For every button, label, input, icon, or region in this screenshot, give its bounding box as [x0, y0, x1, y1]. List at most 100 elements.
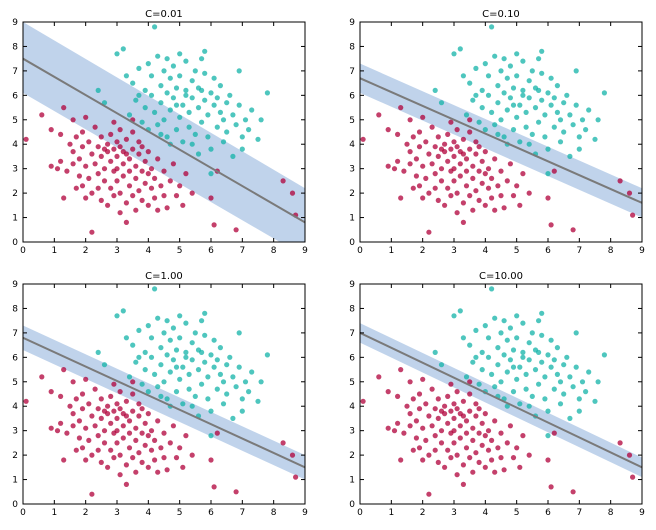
scatter-point-class-1 — [526, 141, 532, 147]
scatter-point-class-0 — [426, 151, 432, 157]
scatter-point-class-1 — [161, 379, 167, 385]
scatter-point-class-0 — [183, 433, 189, 439]
scatter-point-class-0 — [58, 158, 64, 164]
scatter-point-class-0 — [67, 141, 73, 147]
scatter-point-class-1 — [224, 100, 230, 106]
scatter-point-class-1 — [545, 171, 551, 177]
x-tick-label: 4 — [482, 246, 488, 256]
scatter-point-class-0 — [376, 374, 382, 380]
scatter-point-class-0 — [130, 146, 136, 152]
scatter-point-class-0 — [445, 185, 451, 191]
scatter-point-class-0 — [139, 197, 145, 203]
scatter-point-class-0 — [476, 144, 482, 150]
scatter-point-class-0 — [448, 119, 454, 125]
y-tick-label: 9 — [349, 280, 355, 290]
scatter-point-class-1 — [236, 102, 242, 108]
scatter-point-class-0 — [123, 481, 129, 487]
scatter-point-class-1 — [526, 340, 532, 346]
scatter-point-class-0 — [420, 376, 426, 382]
scatter-point-class-1 — [545, 90, 551, 96]
scatter-point-class-1 — [126, 374, 133, 380]
scatter-point-class-0 — [89, 413, 95, 419]
scatter-point-class-1 — [220, 117, 227, 123]
scatter-point-class-0 — [476, 430, 482, 436]
scatter-point-class-0 — [626, 452, 633, 458]
scatter-point-class-1 — [492, 384, 498, 390]
scatter-point-class-1 — [199, 381, 205, 387]
scatter-point-class-1 — [548, 364, 554, 370]
scatter-point-class-0 — [98, 153, 104, 159]
scatter-point-class-1 — [510, 364, 517, 370]
scatter-point-class-0 — [114, 153, 120, 159]
scatter-point-class-1 — [564, 92, 570, 98]
scatter-point-class-1 — [570, 384, 576, 390]
scatter-point-class-0 — [54, 166, 61, 172]
scatter-point-class-0 — [445, 158, 451, 164]
scatter-point-class-0 — [454, 389, 460, 395]
scatter-point-class-1 — [564, 354, 570, 360]
subplot-c-10-00: C=10.00 0 1 2 3 4 5 6 7 8 9 0 1 2 3 4 5 6 7 8 9 — [349, 271, 645, 518]
scatter-point-class-0 — [413, 173, 419, 179]
scatter-point-class-1 — [142, 349, 148, 355]
scatter-point-class-0 — [520, 171, 526, 177]
scatter-point-class-0 — [73, 447, 79, 453]
scatter-point-class-1 — [514, 313, 520, 319]
scatter-point-class-1 — [242, 379, 249, 385]
scatter-point-class-0 — [626, 190, 633, 196]
scatter-point-class-0 — [514, 445, 520, 451]
scatter-point-class-0 — [463, 445, 470, 451]
x-tick-label: 5 — [514, 246, 520, 256]
scatter-point-class-1 — [498, 330, 504, 336]
subplot-title: C=0.01 — [145, 9, 183, 20]
scatter-point-class-1 — [561, 100, 567, 106]
scatter-point-class-1 — [489, 24, 495, 30]
scatter-point-class-0 — [492, 418, 498, 424]
scatter-point-class-0 — [117, 210, 123, 216]
scatter-point-class-0 — [498, 455, 504, 461]
scatter-point-class-0 — [416, 144, 423, 150]
scatter-point-class-0 — [435, 197, 441, 203]
scatter-point-class-0 — [92, 386, 98, 392]
scatter-point-class-0 — [435, 134, 441, 140]
scatter-point-class-0 — [385, 127, 391, 133]
scatter-point-class-1 — [199, 349, 205, 355]
scatter-point-class-1 — [479, 87, 485, 93]
scatter-point-class-0 — [476, 406, 482, 412]
scatter-point-class-0 — [120, 423, 126, 429]
scatter-point-class-0 — [101, 428, 108, 434]
scatter-point-class-0 — [426, 452, 432, 458]
scatter-point-class-0 — [395, 393, 401, 399]
scatter-point-class-1 — [227, 354, 233, 360]
scatter-point-class-1 — [183, 92, 189, 98]
scatter-point-class-1 — [601, 90, 608, 96]
scatter-point-class-1 — [432, 349, 438, 355]
scatter-point-class-1 — [192, 393, 198, 399]
scatter-point-class-0 — [79, 391, 86, 397]
scatter-point-class-0 — [617, 440, 623, 446]
scatter-point-class-1 — [501, 134, 507, 140]
scatter-point-class-1 — [173, 102, 180, 108]
y-tick-label: 6 — [12, 353, 18, 363]
scatter-point-class-1 — [199, 119, 205, 125]
scatter-point-class-1 — [470, 97, 476, 103]
scatter-point-class-1 — [173, 85, 180, 91]
scatter-point-class-0 — [507, 161, 513, 167]
scatter-point-class-1 — [192, 68, 198, 74]
scatter-point-class-0 — [108, 393, 114, 399]
scatter-point-class-0 — [133, 175, 139, 181]
scatter-point-class-0 — [470, 175, 476, 181]
scatter-point-class-1 — [576, 396, 582, 402]
subplot-c-1-00: C=1.00 0 1 2 3 4 5 6 7 8 9 0 1 2 3 4 5 6 7 8 9 — [12, 271, 308, 518]
scatter-point-class-0 — [152, 457, 158, 463]
scatter-point-class-0 — [429, 124, 435, 130]
scatter-point-class-0 — [180, 464, 186, 470]
scatter-point-class-0 — [463, 418, 470, 424]
scatter-point-class-0 — [233, 489, 239, 495]
scatter-point-class-1 — [195, 105, 202, 111]
x-tick-label: 0 — [357, 246, 363, 256]
scatter-point-class-0 — [451, 415, 457, 421]
scatter-point-class-1 — [180, 139, 186, 145]
scatter-point-class-1 — [551, 124, 557, 130]
scatter-point-class-1 — [554, 83, 561, 89]
scatter-point-class-0 — [48, 425, 54, 431]
